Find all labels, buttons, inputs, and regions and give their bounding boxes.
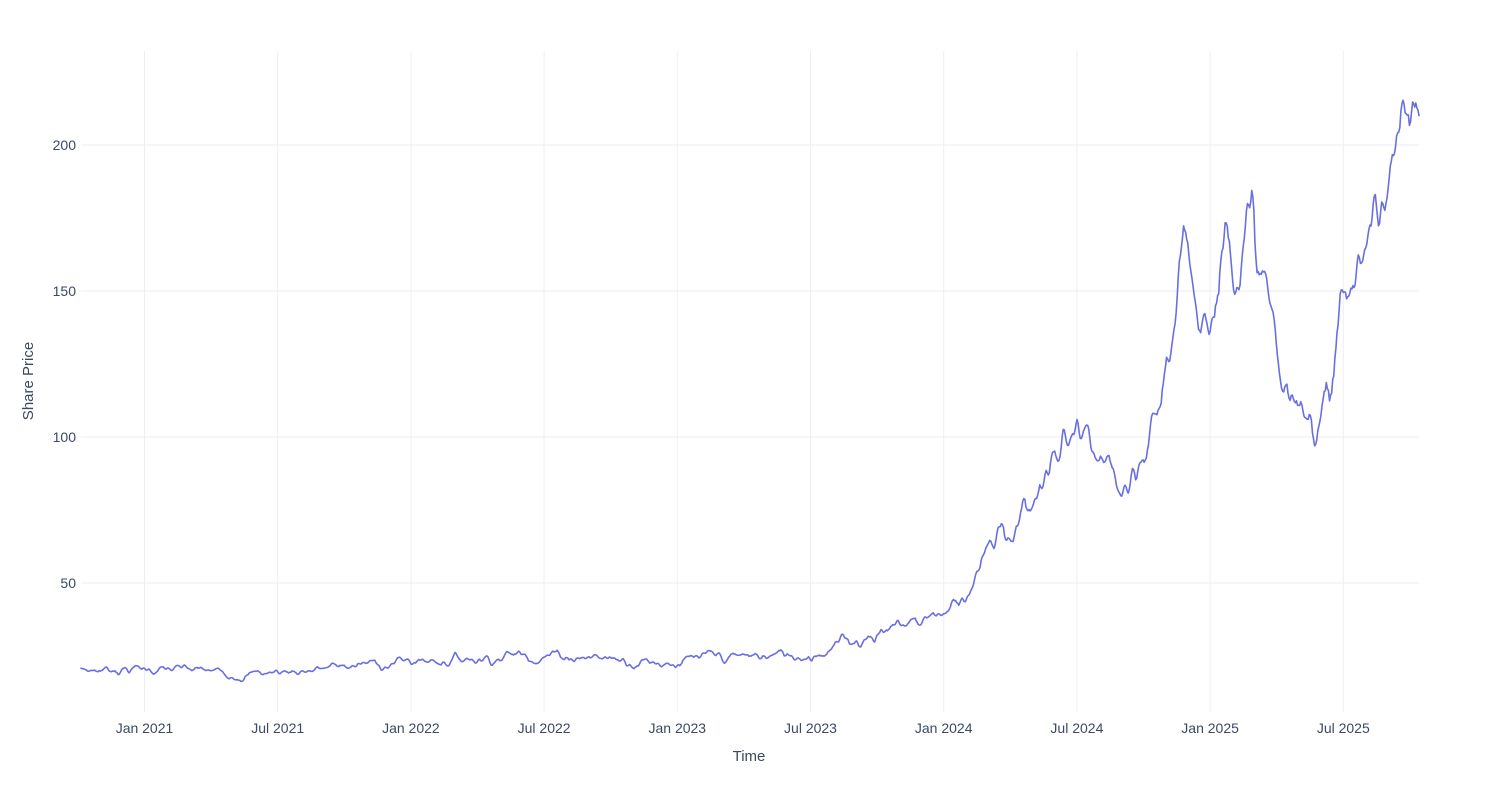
svg-text:150: 150 xyxy=(53,283,77,299)
svg-text:Jan 2021: Jan 2021 xyxy=(116,720,174,736)
svg-text:Share Price: Share Price xyxy=(20,342,37,420)
svg-text:Jul 2022: Jul 2022 xyxy=(518,720,571,736)
svg-text:200: 200 xyxy=(53,137,77,153)
svg-text:100: 100 xyxy=(53,429,77,445)
svg-text:Jul 2025: Jul 2025 xyxy=(1317,720,1370,736)
svg-text:Jan 2022: Jan 2022 xyxy=(382,720,440,736)
svg-text:Jul 2024: Jul 2024 xyxy=(1050,720,1103,736)
svg-text:50: 50 xyxy=(60,575,76,591)
svg-text:Jan 2024: Jan 2024 xyxy=(915,720,973,736)
svg-text:Jul 2021: Jul 2021 xyxy=(251,720,304,736)
svg-text:Jan 2023: Jan 2023 xyxy=(648,720,706,736)
svg-text:Jul 2023: Jul 2023 xyxy=(784,720,837,736)
svg-text:Time: Time xyxy=(733,748,766,765)
svg-text:Jan 2025: Jan 2025 xyxy=(1181,720,1239,736)
